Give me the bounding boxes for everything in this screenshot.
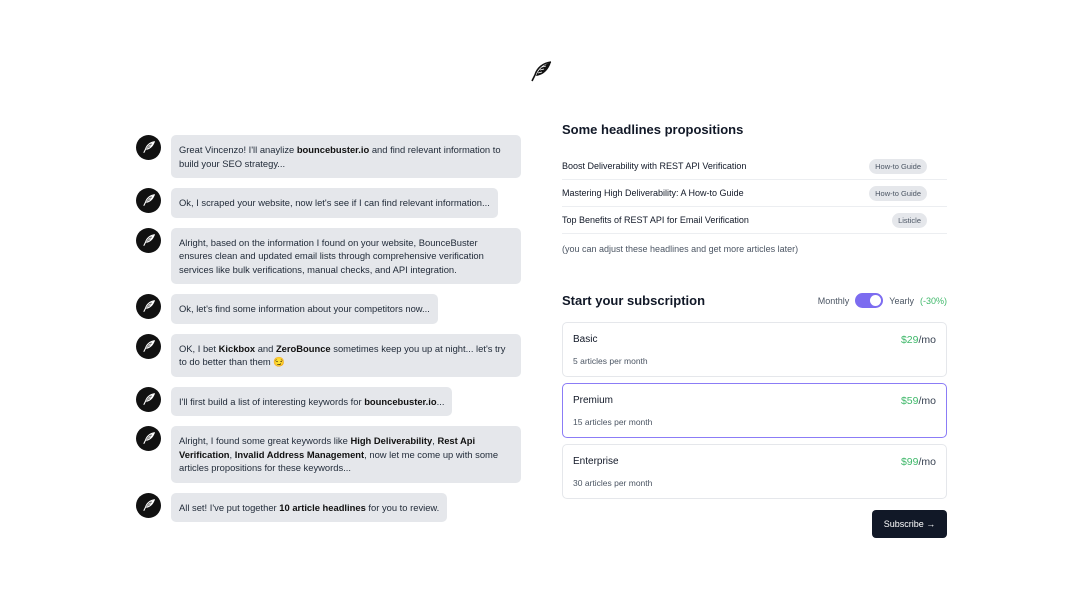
plan-price: $99 (900, 456, 919, 468)
chat-message: I'll first build a list of interesting k… (136, 386, 526, 416)
subscribe-button[interactable]: Subscribe → (872, 510, 947, 538)
plan-unit: /mo (918, 395, 936, 407)
chat-message: Alright, based on the information I foun… (136, 227, 526, 284)
assistant-avatar-icon (136, 492, 161, 518)
assistant-avatar-icon (136, 386, 161, 412)
assistant-avatar-icon (136, 294, 161, 319)
headline-title: Mastering High Deliverability: A How-to … (562, 188, 744, 198)
plan-description: 30 articles per month (573, 478, 653, 488)
plan-name: Enterprise (573, 456, 619, 467)
message-bubble: Alright, based on the information I foun… (171, 227, 521, 284)
message-text: Ok, let's find some information about yo… (179, 303, 430, 314)
plan-description: 15 articles per month (573, 417, 653, 427)
headlines-note: (you can adjust these headlines and get … (562, 244, 799, 254)
assistant-avatar-icon (136, 188, 161, 213)
billing-toggle[interactable] (855, 293, 884, 308)
plan-price: $59 (900, 395, 919, 407)
yearly-label: Yearly (889, 295, 914, 306)
headline-row[interactable]: Top Benefits of REST API for Email Verif… (562, 207, 947, 234)
assistant-avatar-icon (136, 135, 161, 160)
chat-message: All set! I've put together 10 article he… (136, 492, 526, 522)
plan-card-enterprise[interactable]: Enterprise $99/mo 30 articles per month (562, 444, 947, 499)
plan-card-basic[interactable]: Basic $29/mo 5 articles per month (562, 322, 947, 377)
message-text: Alright, based on the information I foun… (179, 236, 484, 275)
chat-message: OK, I bet Kickbox and ZeroBounce sometim… (136, 333, 526, 377)
chat-message: Ok, let's find some information about yo… (136, 294, 526, 324)
headlines-section: Some headlines propositions Boost Delive… (562, 120, 947, 254)
subscription-header: Start your subscription Monthly Yearly (… (562, 293, 947, 308)
message-text: Invalid Address Management (234, 448, 365, 460)
assistant-avatar-icon (136, 227, 161, 253)
assistant-avatar-icon (136, 333, 161, 359)
headlines-title: Some headlines propositions (562, 122, 744, 137)
headline-title: Boost Deliverability with REST API Verif… (562, 161, 747, 171)
message-text: and (255, 342, 276, 354)
headline-row[interactable]: Mastering High Deliverability: A How-to … (562, 180, 947, 207)
message-bubble: Ok, let's find some information about yo… (171, 294, 438, 324)
chat-message: Ok, I scraped your website, now let's se… (136, 188, 526, 218)
message-text: , (432, 435, 438, 446)
message-text: I'll first build a list of interesting k… (179, 395, 365, 407)
plan-unit: /mo (918, 456, 936, 468)
message-bubble: Great Vincenzo! I'll anaylize bouncebust… (171, 135, 521, 178)
monthly-label: Monthly (817, 295, 850, 306)
message-text: Alright, I found some great keywords lik… (179, 435, 351, 446)
message-text: for you to review. (365, 501, 440, 513)
message-bubble: I'll first build a list of interesting k… (171, 386, 453, 416)
message-text: and find relevant information to build y… (179, 144, 501, 169)
message-text: High Deliverability (350, 435, 433, 446)
plan-name: Basic (573, 334, 598, 345)
chat-thread: Great Vincenzo! I'll anaylize bouncebust… (136, 135, 526, 532)
message-text: 10 article headlines (279, 501, 366, 513)
message-bubble: All set! I've put together 10 article he… (171, 492, 448, 522)
message-bubble: Alright, I found some great keywords lik… (171, 426, 521, 483)
message-text: bouncebuster.io (364, 395, 437, 407)
headline-tag: How-to Guide (869, 158, 927, 174)
headline-title: Top Benefits of REST API for Email Verif… (562, 215, 749, 225)
chat-message: Alright, I found some great keywords lik… (136, 426, 526, 483)
message-bubble: OK, I bet Kickbox and ZeroBounce sometim… (171, 333, 521, 377)
headline-tag: Listicle (892, 212, 927, 228)
message-text: Kickbox (218, 342, 256, 354)
message-text: OK, I bet (179, 342, 219, 354)
yearly-discount: (-30%) (919, 295, 947, 306)
plan-price: $29 (900, 334, 919, 346)
plan-name: Premium (573, 395, 614, 406)
feather-icon (531, 61, 552, 82)
message-text: Great Vincenzo! I'll anaylize (179, 144, 297, 155)
headline-row[interactable]: Boost Deliverability with REST API Verif… (562, 153, 947, 180)
message-text: Ok, I scraped your website, now let's se… (179, 197, 490, 208)
plan-unit: /mo (918, 334, 936, 346)
assistant-avatar-icon (136, 426, 161, 451)
message-text: , (229, 448, 235, 460)
plan-description: 5 articles per month (573, 356, 648, 366)
message-text: ... (436, 395, 445, 407)
message-text: Rest Api Verification (179, 435, 476, 460)
message-text: , now let me come up with some articles … (179, 448, 499, 474)
message-text: sometimes keep you up at night... let's … (179, 342, 506, 368)
message-bubble: Ok, I scraped your website, now let's se… (171, 188, 498, 218)
subscription-title: Start your subscription (562, 293, 706, 308)
headline-tag: How-to Guide (869, 185, 927, 201)
plan-card-premium[interactable]: Premium $59/mo 15 articles per month (562, 383, 947, 438)
message-text: All set! I've put together (179, 501, 280, 513)
chat-message: Great Vincenzo! I'll anaylize bouncebust… (136, 135, 526, 178)
message-text: ZeroBounce (275, 342, 331, 354)
message-text: bouncebuster.io (296, 144, 370, 155)
